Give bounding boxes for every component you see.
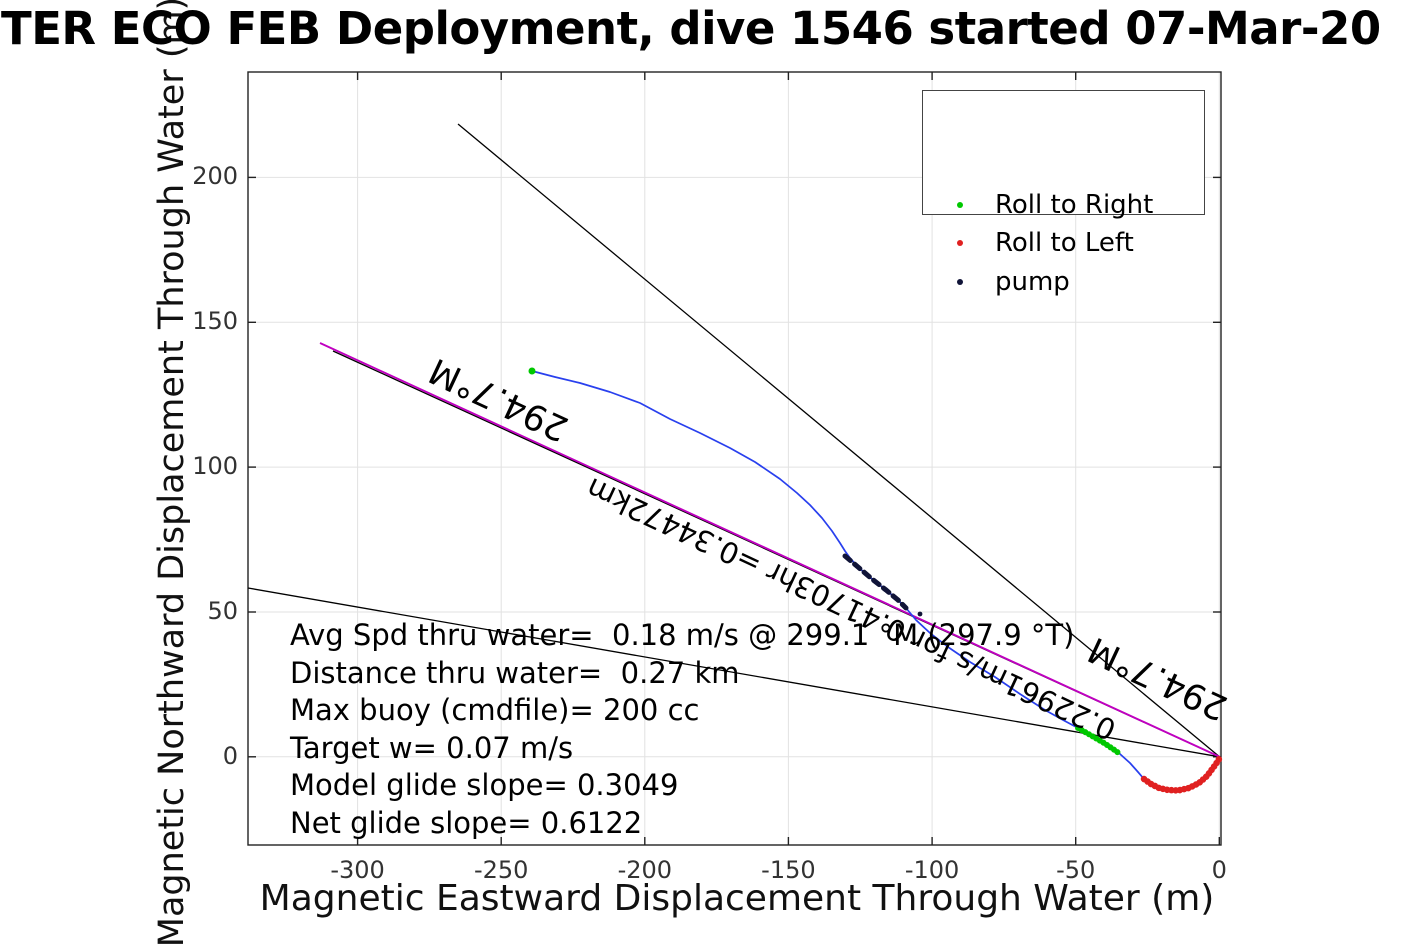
stats-block: Avg Spd thru water= 0.18 m/s @ 299.1 °M … bbox=[290, 617, 1074, 842]
legend-label: Roll to Left bbox=[995, 228, 1134, 258]
stat-model-glide: Model glide slope= 0.3049 bbox=[290, 768, 679, 802]
x-tick-label: -100 bbox=[904, 856, 960, 884]
upper-black-line bbox=[457, 123, 1220, 758]
stat-avg-speed: Avg Spd thru water= 0.18 m/s @ 299.1 °M … bbox=[290, 618, 1075, 652]
legend-label: pump bbox=[995, 267, 1070, 297]
y-tick-label: 50 bbox=[207, 597, 238, 625]
roll-right-marker-icon bbox=[957, 202, 963, 208]
lower-black-line bbox=[247, 587, 1220, 758]
x-tick-label: -300 bbox=[330, 856, 385, 884]
axes-box bbox=[247, 71, 1222, 846]
x-axis-label: Magnetic Eastward Displacement Through W… bbox=[259, 878, 1215, 919]
trajectory-end-marker bbox=[528, 367, 536, 375]
stat-distance: Distance thru water= 0.27 km bbox=[290, 655, 740, 690]
pump-isolated-dot bbox=[917, 611, 923, 617]
roll-left-marker-icon bbox=[957, 240, 963, 246]
mean-track-magenta-line bbox=[319, 342, 1220, 758]
pump-dot-band bbox=[842, 553, 909, 611]
y-tick-label: 200 bbox=[192, 162, 238, 190]
stat-target-w: Target w= 0.07 m/s bbox=[290, 730, 574, 765]
x-tick-label: -50 bbox=[1056, 856, 1096, 884]
tick-marks bbox=[248, 72, 1221, 845]
stat-max-buoy: Max buoy (cmdfile)= 200 cc bbox=[290, 693, 700, 727]
stat-net-glide: Net glide slope= 0.6122 bbox=[290, 805, 643, 840]
roll-left-dot-band bbox=[1140, 753, 1224, 794]
x-tick-label: -200 bbox=[617, 856, 673, 884]
y-tick-label: 0 bbox=[222, 742, 238, 770]
x-tick-label: 0 bbox=[1211, 856, 1227, 884]
x-tick-label: -150 bbox=[761, 856, 816, 884]
pump-marker-icon bbox=[957, 279, 963, 285]
legend-label: Roll to Right bbox=[995, 190, 1154, 220]
y-tick-label: 100 bbox=[192, 452, 238, 480]
figure-title: TER ECO FEB Deployment, dive 1546 starte… bbox=[1, 2, 1381, 55]
roll-right-dot-band bbox=[1075, 725, 1123, 757]
y-tick-label: 150 bbox=[192, 307, 238, 335]
legend: Roll to Right Roll to Left pump bbox=[922, 90, 1205, 297]
x-tick-label: -250 bbox=[473, 856, 529, 884]
